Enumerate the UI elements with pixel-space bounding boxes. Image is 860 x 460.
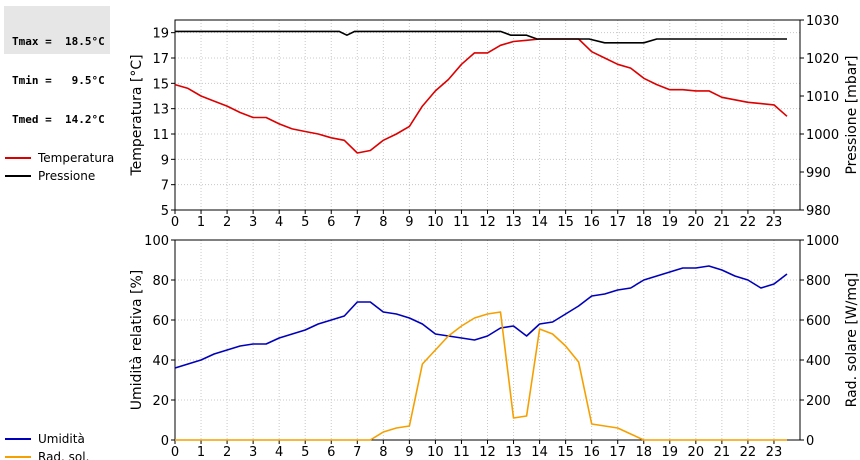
x-tick-label: 10 [427,445,444,460]
y-left-tick-label: 80 [152,274,169,289]
y-left-tick-label: 20 [152,394,169,409]
y-right-tick-label: 1030 [806,14,839,29]
y-left-tick-label: 7 [161,179,169,194]
chart-panel-1: 0 1 2 3 4 5 6 7 8 9 10 11 12 13 14 15 16 17 18 19 20 21 22 2357… [5,14,860,230]
y-right-axis-title: Rad. solare [W/mq] [844,273,860,408]
y-left-tick-label: 100 [144,234,169,249]
x-tick-label: 9 [405,445,413,460]
legend-label: Rad. sol. [38,450,89,460]
x-tick-label: 6 [327,445,335,460]
x-tick-label: 8 [379,215,387,230]
x-tick-label: 4 [275,445,283,460]
y-right-tick-label: 1000 [806,128,839,143]
x-tick-label: 8 [379,445,387,460]
x-tick-label: 15 [557,215,574,230]
x-tick-label: 15 [557,445,574,460]
y-right-tick-label: 800 [806,274,831,289]
plot-frame [174,19,801,211]
y-left-tick-label: 60 [152,314,169,329]
x-tick-label: 23 [766,215,783,230]
x-tick-label: 4 [275,215,283,230]
x-tick-label: 9 [405,215,413,230]
x-tick-label: 19 [662,445,679,460]
x-tick-label: 18 [635,215,652,230]
x-tick-label: 7 [353,445,361,460]
x-tick-label: 21 [714,445,731,460]
x-tick-label: 3 [249,215,257,230]
y-right-tick-label: 990 [806,166,831,181]
tmin-readout: Tmin = 9.5°C [12,74,105,87]
y-right-tick-label: 200 [806,394,831,409]
x-tick-label: 20 [688,215,705,230]
x-tick-label: 22 [740,215,757,230]
y-right-tick-label: 600 [806,314,831,329]
legend-label: Temperatura [37,151,114,165]
y-left-tick-label: 0 [161,434,169,449]
x-tick-label: 12 [479,445,496,460]
x-tick-label: 16 [583,215,600,230]
x-tick-label: 1 [197,215,205,230]
y-left-tick-label: 19 [152,27,169,42]
y-left-tick-label: 13 [152,103,169,118]
y-left-axis-title: Temperatura [°C] [129,54,145,176]
x-tick-label: 14 [531,445,548,460]
y-right-tick-label: 400 [806,354,831,369]
x-tick-label: 11 [453,215,470,230]
y-right-tick-label: 0 [806,434,814,449]
y-left-axis-title: Umidità relativa [%] [129,270,145,411]
y-right-tick-label: 980 [806,204,831,219]
x-tick-label: 13 [505,445,522,460]
x-tick-label: 2 [223,215,231,230]
x-tick-label: 5 [301,445,309,460]
x-tick-label: 23 [766,445,783,460]
x-tick-label: 13 [505,215,522,230]
y-left-tick-label: 5 [161,204,169,219]
x-tick-label: 14 [531,215,548,230]
y-right-tick-label: 1020 [806,52,839,67]
x-tick-label: 22 [740,445,757,460]
x-tick-label: 7 [353,215,361,230]
x-tick-label: 18 [635,445,652,460]
series-line-1-1 [174,38,788,154]
x-tick-label: 2 [223,445,231,460]
x-tick-label: 20 [688,445,705,460]
x-tick-label: 10 [427,215,444,230]
y-right-tick-label: 1000 [806,234,839,249]
legend-label: Umidità [38,432,85,446]
y-left-tick-label: 9 [161,153,169,168]
series-line-1-2 [175,30,787,44]
x-tick-label: 21 [714,215,731,230]
tmed-readout: Tmed = 14.2°C [12,113,105,126]
y-left-tick-label: 11 [152,128,169,143]
legend-label: Pressione [38,169,95,183]
series-line-2-2 [175,311,787,441]
y-left-tick-label: 40 [152,354,169,369]
x-tick-label: 16 [583,445,600,460]
x-tick-label: 19 [662,215,679,230]
x-tick-label: 11 [453,445,470,460]
x-tick-label: 5 [301,215,309,230]
y-right-tick-label: 1010 [806,90,839,105]
x-tick-label: 6 [327,215,335,230]
y-right-axis-title: Pressione [mbar] [844,55,860,174]
tmax-readout: Tmax = 18.5°C [12,35,105,48]
x-tick-label: 0 [171,215,179,230]
x-tick-label: 12 [479,215,496,230]
x-tick-label: 17 [609,445,626,460]
y-left-tick-label: 17 [152,52,169,67]
x-tick-label: 3 [249,445,257,460]
series-line-2-1 [174,265,788,369]
chart-panel-2: 0 1 2 3 4 5 6 7 8 9 10 11 12 13 14 15 16 17 18 19 20 21 22 2302… [5,234,860,460]
stats-box: Tmax = 18.5°C Tmin = 9.5°C Tmed = 14.2°C [4,6,110,126]
y-left-tick-label: 15 [152,77,169,92]
x-tick-label: 0 [171,445,179,460]
x-tick-label: 17 [609,215,626,230]
x-tick-label: 1 [197,445,205,460]
